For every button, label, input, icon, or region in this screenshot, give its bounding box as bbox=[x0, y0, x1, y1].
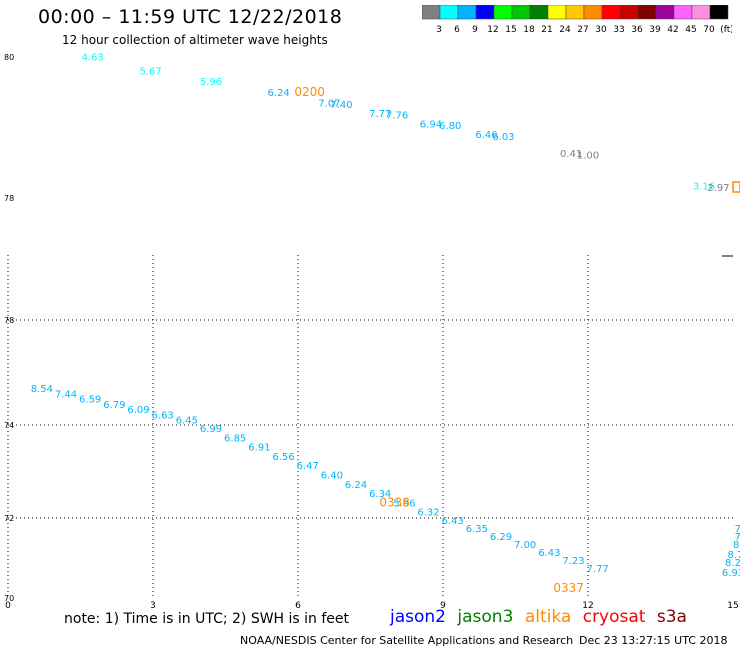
generated-timestamp: Dec 23 13:27:15 UTC 2018 bbox=[579, 634, 728, 647]
x-tick-label: 3 bbox=[150, 601, 156, 611]
y-tick-label: 80 bbox=[4, 53, 14, 62]
swh-data-label: 6.80 bbox=[439, 121, 461, 132]
legend-jason2: jason2 bbox=[390, 607, 446, 627]
colorbar-tick-label: 70 bbox=[703, 25, 715, 35]
units-note: note: 1) Time is in UTC; 2) SWH is in fe… bbox=[64, 611, 350, 627]
swh-data-label: 8.7 bbox=[727, 550, 740, 561]
swh-data-label: 6.99 bbox=[200, 424, 222, 435]
swh-data-label: 7.77 bbox=[587, 564, 609, 575]
x-tick-label: 6 bbox=[295, 601, 301, 611]
swh-data-label: 6.32 bbox=[417, 508, 439, 519]
y-tick-label: 74 bbox=[4, 421, 14, 430]
colorbar-tick-label: 39 bbox=[649, 25, 661, 35]
legend-cryosat: cryosat bbox=[582, 607, 646, 627]
x-tick-label: 9 bbox=[440, 601, 446, 611]
y-tick-label: 70 bbox=[4, 594, 14, 603]
swh-data-label: 6.24 bbox=[345, 480, 367, 491]
swh-data-label: 6.43 bbox=[538, 548, 560, 559]
colorbar-tick-label: 18 bbox=[523, 25, 535, 35]
satellite-legend: jason2 jason3 altika cryosat s3a bbox=[390, 607, 693, 627]
swh-data-label: 2.97 bbox=[707, 183, 729, 194]
swh-data-label: 6.59 bbox=[79, 395, 101, 406]
x-tick-label: 0 bbox=[5, 601, 11, 611]
legend-jason3: jason3 bbox=[457, 607, 514, 627]
y-tick-label: 78 bbox=[4, 316, 14, 325]
credit-line: NOAA/NESDIS Center for Satellite Applica… bbox=[240, 634, 574, 647]
legend-altika: altika bbox=[524, 607, 572, 627]
colorbar-tick-label: 27 bbox=[577, 25, 588, 35]
swh-data-label: 8.54 bbox=[31, 384, 53, 395]
colorbar-tick-label: 6 bbox=[454, 25, 460, 35]
colorbar-tick-label: 3 bbox=[436, 25, 442, 35]
swh-data-label: 7.44 bbox=[55, 389, 77, 400]
swh-data-label: 6.56 bbox=[272, 452, 294, 463]
colorbar-tick-label: 9 bbox=[472, 25, 478, 35]
swh-data-label: 7 bbox=[735, 524, 740, 535]
colorbar-tick-label: 30 bbox=[595, 25, 607, 35]
pass-time-label: 0200 bbox=[294, 85, 325, 99]
colorbar-tick-label: 45 bbox=[685, 25, 696, 35]
swh-data-label: 6.91 bbox=[248, 443, 270, 454]
swh-data-label: 4.63 bbox=[81, 53, 103, 64]
swh-data-label: 8. bbox=[733, 540, 740, 551]
colorbar-tick-label: 24 bbox=[559, 25, 571, 35]
swh-data-label: 6.46 bbox=[475, 130, 497, 141]
colorbar-tick-label: 21 bbox=[541, 25, 552, 35]
swh-data-label: 6.24 bbox=[268, 88, 290, 99]
swh-data-label: 7.00 bbox=[514, 540, 536, 551]
swh-data-label: 6.40 bbox=[321, 470, 343, 481]
swh-data-label: 5.67 bbox=[139, 67, 161, 78]
swh-data-label: 6.09 bbox=[127, 405, 149, 416]
colorbar-tick-label: 15 bbox=[505, 25, 516, 35]
swh-data-label: 6.93 bbox=[722, 568, 740, 579]
swh-data-label: 6.34 bbox=[369, 489, 391, 500]
swh-data-label: 7.23 bbox=[562, 556, 584, 567]
y-tick-label: 78 bbox=[4, 194, 14, 203]
swh-data-label: 5.96 bbox=[200, 77, 222, 88]
swh-data-label: 6.63 bbox=[152, 410, 174, 421]
swh-data-label: 6.94 bbox=[420, 120, 442, 131]
swh-data-label: 0.41 bbox=[560, 149, 582, 160]
swh-data-label: 6.29 bbox=[490, 532, 512, 543]
colorbar-tick-label: 33 bbox=[613, 25, 624, 35]
swh-data-label: 7.07 bbox=[318, 98, 340, 109]
swh-data-label: 3.16 bbox=[693, 182, 715, 193]
colorbar-tick-label: (ft) bbox=[720, 25, 732, 35]
swh-data-label: 7.77 bbox=[369, 109, 391, 120]
x-tick-label: 15 bbox=[727, 601, 738, 611]
x-tick-label: 12 bbox=[582, 601, 593, 611]
swh-data-label: 6.79 bbox=[103, 400, 125, 411]
swh-data-label: 8.2 bbox=[725, 558, 740, 569]
colorbar-tick-label: 36 bbox=[631, 25, 643, 35]
y-tick-label: 72 bbox=[4, 514, 14, 523]
chart-subtitle: 12 hour collection of altimeter wave hei… bbox=[62, 33, 328, 47]
swh-data-label: 6.35 bbox=[466, 524, 488, 535]
swh-data-label: 7.40 bbox=[330, 100, 352, 111]
swh-data-label: 7.76 bbox=[386, 110, 408, 121]
swh-data-label: 7 bbox=[735, 532, 740, 543]
swh-data-label: 6.03 bbox=[492, 132, 514, 143]
swh-data-label: 5.96 bbox=[393, 498, 415, 509]
swh-data-label: 6.85 bbox=[224, 433, 246, 444]
pass-time-label: 0337 bbox=[553, 581, 584, 595]
colorbar-tick-label: 42 bbox=[667, 25, 678, 35]
colorbar-tick-label: 12 bbox=[487, 25, 498, 35]
pass-label-fragment bbox=[732, 181, 740, 193]
swh-data-label: 6.47 bbox=[297, 461, 319, 472]
chart-title: 00:00 – 11:59 UTC 12/22/2018 bbox=[38, 6, 343, 28]
swh-data-label: 1.00 bbox=[577, 151, 599, 162]
legend-s3a: s3a bbox=[656, 607, 687, 627]
colorbar-swatch bbox=[709, 5, 729, 20]
swh-data-label: 6.43 bbox=[442, 516, 464, 527]
pass-time-label: 0338 bbox=[379, 495, 410, 509]
swh-data-label: 6.45 bbox=[176, 416, 198, 427]
